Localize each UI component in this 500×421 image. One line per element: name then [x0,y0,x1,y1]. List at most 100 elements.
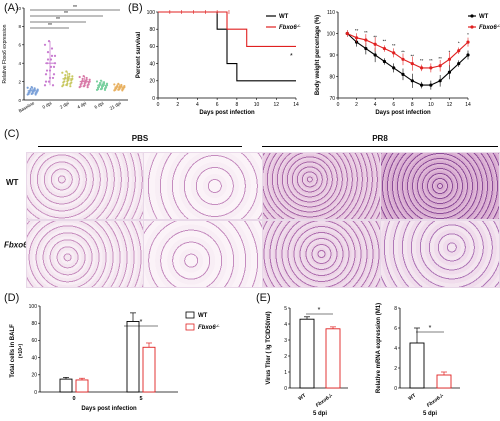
xlabel-e2: 5 dpi [423,411,437,417]
histology-pbs-wt-low [26,152,144,220]
x-tick-label: 0 [337,102,340,108]
x-tick-label: 6 dpi [94,101,105,110]
data-point [382,59,387,64]
panel-label-e: (E) [256,292,271,304]
data-point [120,84,123,88]
data-point [47,40,51,43]
y-tick-label: 0 [394,386,397,392]
weight-line-ko [347,33,469,69]
x-tick-label: 4 [374,102,377,108]
x-tick-label: 0 [157,102,160,108]
sig-d: * [140,319,143,326]
data-point [122,87,125,90]
y-tick-label: 2 [18,79,21,84]
sig-star: ** [364,30,368,35]
row-label-wt: WT [6,178,19,187]
survival-line-wt [158,11,296,82]
data-point [401,57,405,61]
bar-wt [126,321,140,393]
group-label-pbs: PBS [131,134,149,143]
x-tick-label: 2 [355,102,358,108]
x-tick-label: 12 [274,102,280,108]
data-point [68,72,71,76]
histology-pbs-ko-low [26,220,144,288]
bar-ko [142,346,156,393]
data-point [26,86,29,89]
xlabel-b1: Days post infection [199,110,255,116]
panel-label-c: (C) [4,128,20,140]
yunit-d: (×10⁴) [18,344,24,359]
xtick-e2-ko: Fbxo6-/- [426,393,446,409]
bar-ko [436,374,452,389]
sig-star: ** [420,58,424,63]
data-point [117,82,120,85]
sig-star: ** [392,43,396,48]
chart-e-titer: 0 1 2 3 4 5 * WT Fbxo6-/- 5 dpi Virus Titer (… [266,306,348,417]
data-point [447,70,452,74]
sig-star: ** [373,34,377,39]
data-point [457,49,461,53]
xlabel-d: Days post infection [81,406,137,412]
data-point [71,75,74,78]
data-point [364,38,368,42]
data-point [46,51,50,54]
y-tick-label: 2 [394,366,397,372]
data-point [96,88,100,91]
y-tick-label: 2 [284,354,287,360]
data-point [27,92,30,95]
xtick-e1-wt: WT [297,393,307,402]
xtick-e1-ko: Fbxo6-/- [315,393,335,409]
y-tick-label: 40 [149,61,155,67]
data-point [87,83,90,86]
data-point [44,73,48,76]
data-point [64,74,67,77]
data-point [345,31,349,36]
legend-b2-ko: Fbxo6-/- [479,23,500,32]
ylabel-a: Relative Fbxo6 expression [2,24,8,83]
data-point [113,83,116,86]
data-point [392,66,396,70]
y-tick-label: 4 [284,322,287,328]
data-point [79,85,82,88]
data-point [373,53,377,57]
x-tick-label: 2 [176,102,179,108]
x-tick-label: 8 [411,102,414,108]
chart-d: 0 20 40 60 80 100 0 5 * Days post infection To… [10,304,220,412]
y-tick-label: 6 [394,326,397,332]
legend-b1-wt: WT [279,14,289,20]
data-point [46,58,50,61]
data-point [50,47,54,50]
data-point [62,83,65,87]
data-point [35,91,38,94]
ylabel-d: Total cells in BALF [10,324,16,378]
data-point [104,86,108,89]
x-tick-label: 0 [72,396,75,402]
histology-pr8-wt-low [262,152,381,220]
chart-b-survival: 0 20 40 60 80 100 0 2 4 6 8 10 12 14 * Days post inf… [136,10,301,116]
group-line-pr8 [262,146,498,147]
x-tick-label: 14 [293,102,299,108]
survival-line-ko [158,11,296,47]
legend-b2-wt: WT [479,14,489,20]
y-tick-label: 3 [284,338,287,344]
histology-pr8-wt-high [380,152,500,220]
data-point [401,72,405,76]
data-point [51,76,55,80]
data-point [33,88,36,91]
data-point [63,80,66,83]
data-point [47,80,51,83]
data-point [438,79,442,83]
y-tick-label: 8 [394,306,397,312]
legend-d-ko: Fbxo6-/- [198,323,220,332]
y-tick-label: 5 [284,306,287,312]
sig-a-1: ** [73,5,77,11]
data-point [82,74,85,78]
data-point [429,66,433,70]
data-point [61,71,64,74]
x-tick-label: 4 [196,102,199,108]
y-tick-label: 60 [149,44,155,50]
y-tick-label: 0 [152,96,155,102]
x-tick-label: 2 dpi [59,101,70,110]
data-point [466,40,470,44]
data-point [53,54,57,57]
